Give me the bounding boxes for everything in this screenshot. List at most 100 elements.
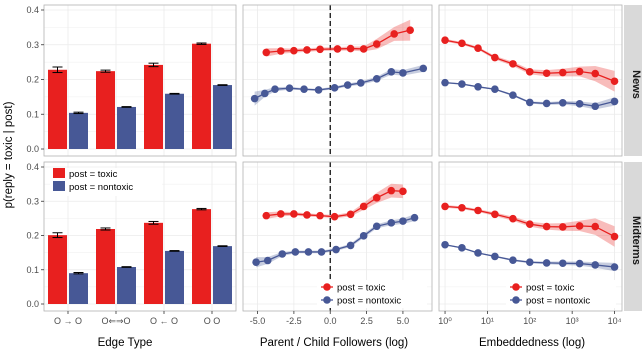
legend-marker-nontoxic [323,296,331,304]
data-point-toxic [491,210,499,219]
x-tick-label: 10² [523,316,536,326]
data-point-nontoxic [271,85,279,94]
data-point-toxic [262,48,271,57]
legend-label-toxic: post = toxic [526,283,575,294]
legend: post = toxic post = nontoxic [506,280,616,308]
y-tick-label: 0.3 [26,196,39,206]
legend-label-toxic: post = toxic [69,169,118,180]
panel-news-3 [438,4,623,157]
bar-toxic [96,228,115,304]
confidence-band-toxic [266,19,411,57]
legend-label-toxic: post = toxic [337,283,386,294]
y-tick-label: 0.1 [26,265,39,275]
data-point-nontoxic [278,250,287,258]
row-strip-label: Midterms [630,216,642,265]
data-point-nontoxic [558,259,567,268]
x-tick-label: O → O [54,316,82,326]
data-point-nontoxic [558,98,567,107]
bar-nontoxic [165,250,184,304]
legend-swatch-toxic [53,168,65,178]
x-tick-label: 10⁰ [438,316,452,326]
data-point-toxic [509,214,517,223]
data-point-toxic [575,67,584,76]
data-point-nontoxic [332,245,340,254]
data-point-toxic [359,202,368,211]
data-point-nontoxic [491,252,499,261]
data-point-toxic [390,30,399,38]
data-point-toxic [333,45,342,53]
data-point-toxic [316,45,324,54]
bar-nontoxic [117,267,136,304]
data-point-nontoxic [399,69,407,77]
data-point-nontoxic [542,259,551,267]
bar-nontoxic [69,273,88,304]
data-point-nontoxic [330,84,339,92]
row-strip-label: News [630,70,642,99]
data-point-nontoxic [591,102,600,111]
data-point-toxic [575,222,584,230]
panel-news-2 [242,4,433,157]
data-point-nontoxic [359,232,368,240]
data-point-nontoxic [610,97,619,106]
data-point-nontoxic [509,256,517,264]
bar-nontoxic [117,106,136,149]
y-axis-title: p(reply = toxic | post) [3,101,15,208]
y-tick-label: 0.1 [26,109,39,119]
y-tick-label: 0.2 [26,231,39,241]
data-point-nontoxic [419,64,428,73]
y-tick-label: 0.0 [26,144,39,154]
x-axis-title-edge-type: Edge Type [98,337,153,349]
data-point-nontoxic [441,78,449,87]
data-point-nontoxic [441,240,449,249]
legend-background [50,168,162,196]
x-tick-label: -5.0 [250,316,266,326]
data-point-toxic [591,222,600,231]
panel-midterms-2: post = toxic post = nontoxic [242,161,433,312]
data-point-toxic [591,69,600,78]
panel-midterms-1: post = toxic post = nontoxic [43,161,237,312]
confidence-band-nontoxic [445,244,615,272]
data-point-nontoxic [399,217,407,225]
data-point-nontoxic [525,258,534,267]
panel-border [242,161,433,312]
data-point-toxic [525,68,534,76]
legend-label-nontoxic: post = nontoxic [69,182,133,193]
y-tick-label: 0.2 [26,75,39,85]
data-point-nontoxic [285,84,294,92]
panel-background [243,5,432,156]
data-point-nontoxic [317,248,326,256]
bar-toxic [96,71,115,149]
data-point-toxic [509,60,517,68]
x-tick-label: O ← O [150,316,178,326]
legend-marker-nontoxic [512,296,520,304]
x-tick-label: 10⁴ [608,316,622,326]
data-point-nontoxic [542,99,551,108]
data-point-toxic [303,211,311,219]
data-point-toxic [277,47,285,55]
data-point-toxic [474,206,482,215]
y-tick-label: 0.4 [26,5,39,15]
data-point-nontoxic [525,98,534,107]
data-point-toxic [346,210,355,219]
panel-border [438,4,623,157]
data-point-nontoxic [387,68,396,76]
data-point-nontoxic [356,79,365,87]
legend-marker-toxic [512,283,520,291]
data-point-toxic [359,45,368,53]
data-point-toxic [542,222,551,231]
panel-border [43,4,237,157]
x-tick-label: 2.5 [360,316,373,326]
legend-label-nontoxic: post = nontoxic [337,296,401,307]
data-point-toxic [525,220,534,228]
data-point-toxic [542,69,551,78]
data-point-toxic [303,46,311,54]
panel-border [43,161,237,312]
data-point-toxic [262,211,271,220]
data-point-nontoxic [300,85,308,94]
data-point-toxic [458,39,466,48]
row-strip [624,162,642,311]
data-point-nontoxic [372,75,381,83]
x-tick-label: 0.0 [324,316,337,326]
data-point-nontoxic [575,100,584,108]
